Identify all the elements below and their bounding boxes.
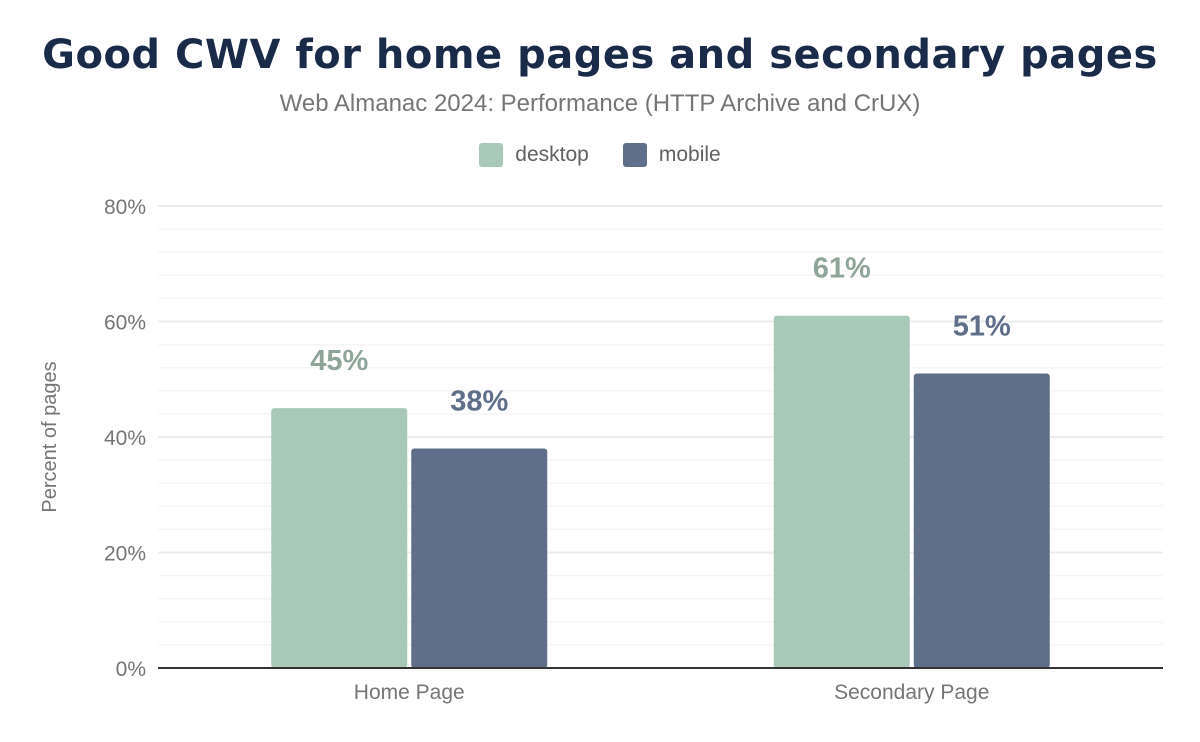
- legend: desktop mobile: [0, 143, 1200, 167]
- data-label-desktop: 61%: [813, 253, 871, 285]
- y-tick-label: 80%: [104, 196, 146, 219]
- chart-title: Good CWV for home pages and secondary pa…: [42, 32, 1158, 78]
- y-tick-label: 40%: [104, 427, 146, 450]
- legend-label-mobile: mobile: [658, 143, 721, 166]
- y-tick-label: 20%: [104, 543, 146, 566]
- bar-desktop-1: [271, 408, 408, 668]
- bar-mobile-2: [913, 373, 1050, 668]
- y-tick-label: 0%: [116, 658, 146, 681]
- legend-label-desktop: desktop: [515, 143, 589, 166]
- data-label-mobile: 51%: [953, 310, 1011, 342]
- legend-item-desktop[interactable]: desktop: [479, 143, 589, 167]
- legend-item-mobile[interactable]: mobile: [622, 143, 721, 167]
- data-label-mobile: 38%: [450, 386, 508, 418]
- bar-mobile-1: [411, 448, 548, 668]
- y-axis-label: Percent of pages: [39, 361, 61, 512]
- x-tick-label: Home Page: [354, 681, 465, 704]
- legend-swatch-desktop: [479, 143, 504, 167]
- x-tick-label: Secondary Page: [834, 681, 989, 704]
- y-tick-label: 60%: [104, 312, 146, 335]
- bar-desktop-2: [773, 315, 910, 668]
- data-label-desktop: 45%: [310, 345, 368, 377]
- chart-subtitle: Web Almanac 2024: Performance (HTTP Arch…: [279, 90, 921, 117]
- legend-swatch-mobile: [622, 143, 647, 167]
